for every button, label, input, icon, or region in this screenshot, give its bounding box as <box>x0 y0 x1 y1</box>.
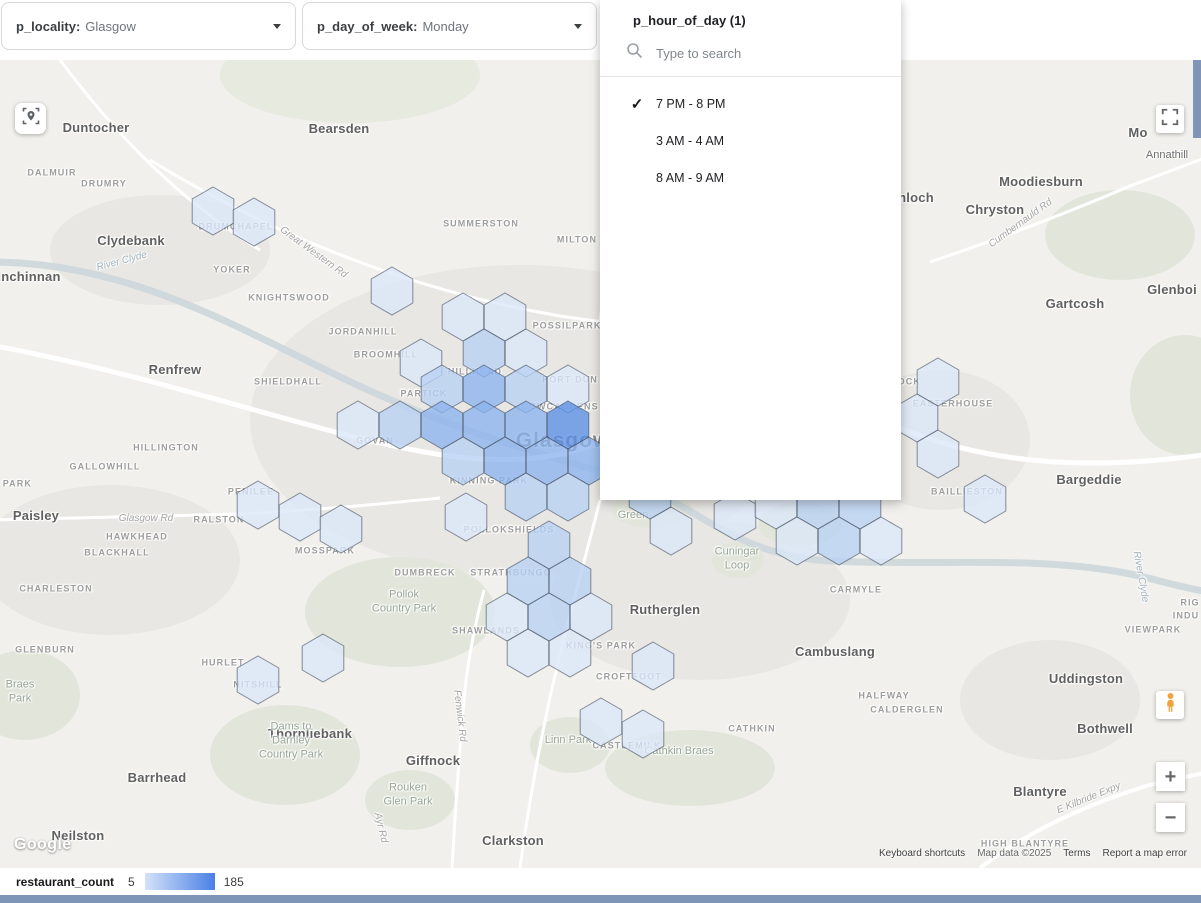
map-attribution: Keyboard shortcuts Map data ©2025 Terms … <box>879 848 1187 859</box>
legend-label: restaurant_count <box>16 874 115 889</box>
zoom-out-button[interactable]: − <box>1156 803 1185 832</box>
fullscreen-icon <box>1160 107 1180 132</box>
map-data-text: Map data ©2025 <box>977 848 1052 859</box>
hexbin[interactable] <box>631 641 675 691</box>
filter-day-of-week[interactable]: p_day_of_week: Monday <box>302 2 597 50</box>
hexbin[interactable] <box>370 266 414 316</box>
hexbin[interactable] <box>319 504 363 554</box>
hexbin[interactable] <box>859 516 903 566</box>
plus-icon: + <box>1164 765 1177 788</box>
search-input[interactable] <box>654 44 868 62</box>
hexbin[interactable] <box>236 655 280 705</box>
filter-locality-label: p_locality: <box>16 18 81 34</box>
map-location-button[interactable] <box>15 103 46 134</box>
terms-link[interactable]: Terms <box>1063 848 1091 859</box>
horizontal-scrollbar-thumb[interactable] <box>0 895 1201 903</box>
minus-icon: − <box>1164 806 1177 829</box>
filter-locality[interactable]: p_locality: Glasgow <box>1 2 296 50</box>
zoom-in-button[interactable]: + <box>1156 762 1185 791</box>
filter-day-label: p_day_of_week: <box>317 18 418 34</box>
chevron-down-icon <box>574 24 582 33</box>
legend-min: 5 <box>128 874 135 889</box>
hour-of-day-dropdown-panel: p_hour_of_day (1) ✓ 7 PM - 8 PM 3 AM - 4 A… <box>600 0 901 500</box>
hexbin[interactable] <box>191 186 235 236</box>
pegman-icon <box>1164 692 1177 718</box>
hexbin[interactable] <box>649 506 693 556</box>
hour-option-2[interactable]: 8 AM - 9 AM <box>600 159 901 196</box>
fullscreen-button[interactable] <box>1156 105 1184 133</box>
hour-options: ✓ 7 PM - 8 PM 3 AM - 4 AM 8 AM - 9 AM <box>600 77 901 196</box>
hexbin[interactable] <box>444 492 488 542</box>
hexbin[interactable] <box>236 480 280 530</box>
hexbin[interactable] <box>579 697 623 747</box>
hour-option-0[interactable]: ✓ 7 PM - 8 PM <box>600 85 901 122</box>
hexbin[interactable] <box>336 400 380 450</box>
hexbin[interactable] <box>278 492 322 542</box>
hexbin[interactable] <box>301 633 345 683</box>
hour-option-label: 3 AM - 4 AM <box>656 133 725 148</box>
hexbin[interactable] <box>621 709 665 759</box>
hour-option-label: 7 PM - 8 PM <box>656 96 726 111</box>
dropdown-title: p_hour_of_day (1) <box>633 13 746 28</box>
hexbin[interactable] <box>916 429 960 479</box>
location-pin-icon <box>21 106 41 131</box>
filter-day-value: Monday <box>422 18 469 34</box>
hexbin[interactable] <box>546 472 590 522</box>
filter-locality-value: Glasgow <box>85 18 136 34</box>
google-logo[interactable]: Google <box>14 836 72 853</box>
legend-max: 185 <box>223 874 244 889</box>
legend-bar: restaurant_count 5 185 <box>0 868 1201 895</box>
keyboard-shortcuts-link[interactable]: Keyboard shortcuts <box>879 848 966 859</box>
hexbin[interactable] <box>232 197 276 247</box>
hour-option-1[interactable]: 3 AM - 4 AM <box>600 122 901 159</box>
check-icon: ✓ <box>630 95 644 113</box>
search-icon <box>626 42 643 64</box>
panel-divider <box>600 76 901 77</box>
hexbin[interactable] <box>963 474 1007 524</box>
hour-option-label: 8 AM - 9 AM <box>656 170 725 185</box>
vertical-scrollbar[interactable] <box>1193 60 1201 868</box>
chevron-down-icon <box>273 24 281 33</box>
vertical-scrollbar-thumb[interactable] <box>1193 60 1201 138</box>
horizontal-scrollbar[interactable] <box>0 895 1201 903</box>
legend-gradient <box>144 873 215 890</box>
hexbin[interactable] <box>378 400 422 450</box>
report-error-link[interactable]: Report a map error <box>1102 848 1187 859</box>
pegman-button[interactable] <box>1156 691 1184 719</box>
hexbin[interactable] <box>548 628 592 678</box>
dropdown-search-row <box>600 38 901 76</box>
